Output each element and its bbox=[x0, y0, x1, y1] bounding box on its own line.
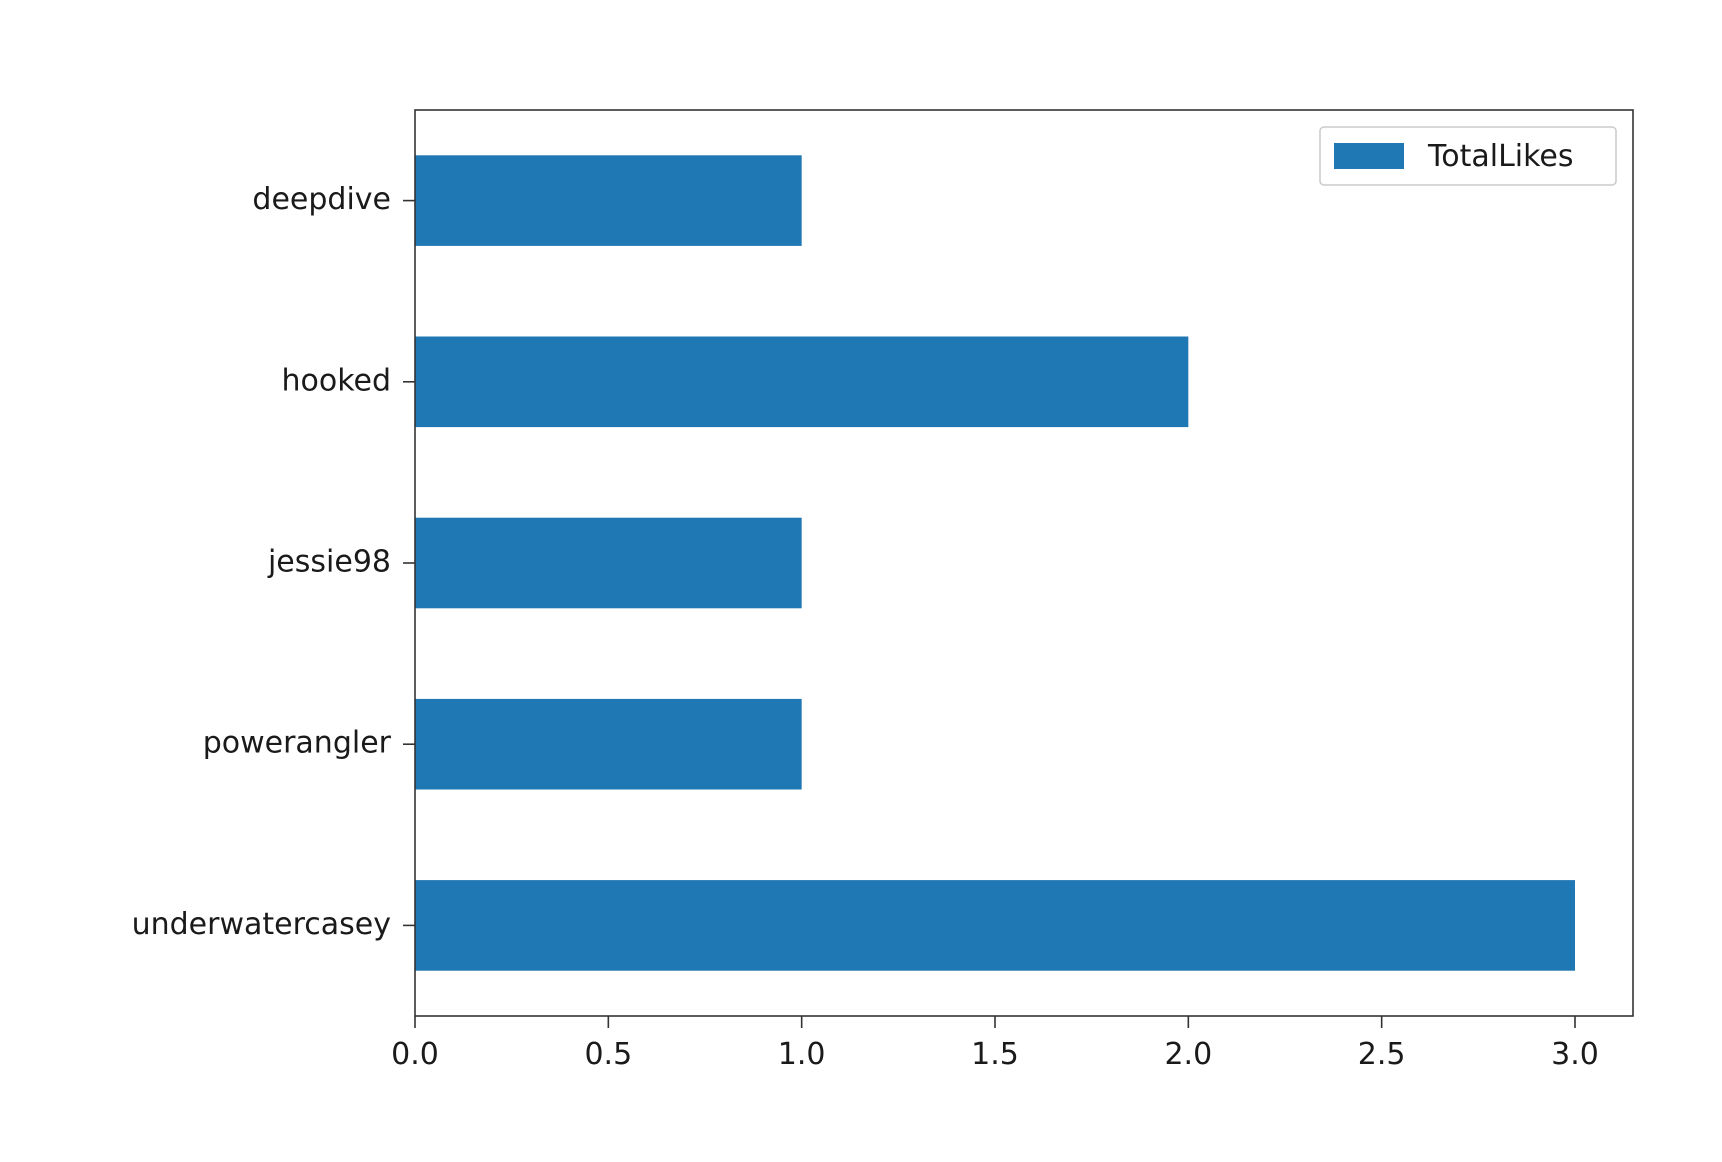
y-axis: deepdive hooked jessie98 powerangler underwa… bbox=[132, 182, 415, 942]
x-tick-label: 0.5 bbox=[584, 1037, 632, 1072]
legend: TotalLikes bbox=[1319, 126, 1617, 186]
y-tick-label: hooked bbox=[281, 363, 391, 398]
bar-powerangler bbox=[415, 698, 802, 790]
legend-label: TotalLikes bbox=[1427, 139, 1574, 174]
legend-box bbox=[1319, 126, 1617, 186]
x-axis: 0.0 0.5 1.0 1.5 2.0 2.5 3.0 bbox=[391, 1016, 1599, 1072]
x-tick-label: 2.5 bbox=[1358, 1037, 1406, 1072]
bar-underwatercasey bbox=[415, 880, 1575, 971]
x-tick-label: 2.0 bbox=[1164, 1037, 1212, 1072]
x-tick-label: 3.0 bbox=[1551, 1037, 1599, 1072]
bar-deepdive bbox=[415, 155, 802, 246]
x-tick-label: 1.0 bbox=[778, 1037, 826, 1072]
y-tick-label: powerangler bbox=[203, 726, 392, 761]
legend-swatch bbox=[1334, 143, 1404, 169]
x-tick-label: 1.5 bbox=[971, 1037, 1019, 1072]
x-tick-label: 0.0 bbox=[391, 1037, 439, 1072]
plot-frame bbox=[414, 109, 1634, 1017]
bars-group bbox=[415, 155, 1575, 971]
y-tick-label: jessie98 bbox=[267, 545, 391, 580]
bar-jessie98 bbox=[415, 517, 802, 609]
y-tick-label: deepdive bbox=[252, 182, 391, 217]
bar-hooked bbox=[415, 336, 1189, 428]
y-tick-label: underwatercasey bbox=[132, 907, 391, 942]
